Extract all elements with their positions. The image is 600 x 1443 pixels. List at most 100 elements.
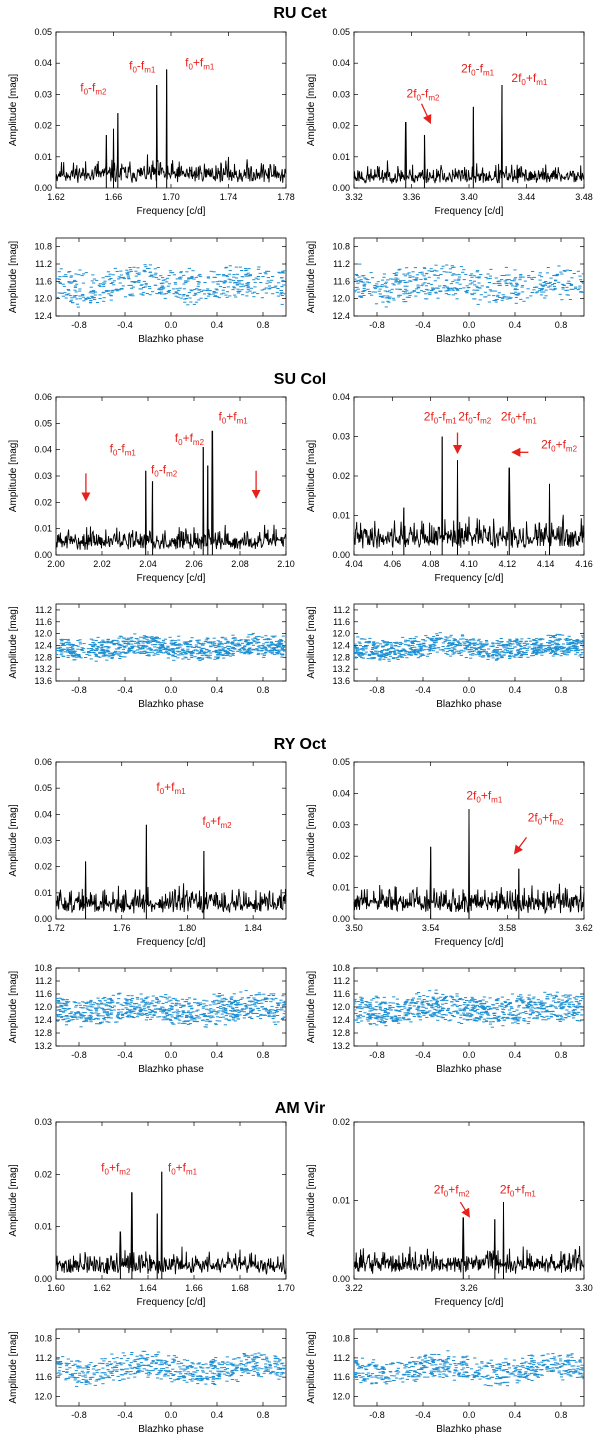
spectrum-panel-right: 4.04 4.06 4.08 4.10 4.12 4.14 4.16 0.00 0.01 0.02… <box>306 392 593 584</box>
y-axis-label: Amplitude [mag] <box>8 606 19 678</box>
ann-sub: 0 <box>154 469 159 478</box>
x-tick-label: 3.36 <box>403 192 421 202</box>
y-tick-label: 13.6 <box>34 676 52 686</box>
y-tick-label: 12.0 <box>332 629 350 639</box>
peak-annotation: f0+fm2 <box>175 431 205 447</box>
y-tick-label: 0.04 <box>34 58 52 68</box>
scatter-points <box>354 632 584 662</box>
peak-annotation: f0+fm1 <box>185 55 215 71</box>
y-tick-label: 12.4 <box>332 1015 350 1025</box>
y-tick-label: 12.8 <box>34 1028 52 1038</box>
y-tick-label: 0.01 <box>34 524 52 534</box>
spectrum-line <box>55 824 287 914</box>
ann-sub: m1 <box>203 62 215 71</box>
y-axis-label: Amplitude [mag] <box>306 440 317 512</box>
x-tick-label: 4.06 <box>384 559 402 569</box>
x-tick-label: 4.14 <box>537 559 555 569</box>
ann-op: +f <box>164 780 175 794</box>
y-tick-label: 11.2 <box>35 976 52 986</box>
ann-base: 2f <box>458 410 469 424</box>
ann-op: -f <box>88 80 96 94</box>
ann-sub: m1 <box>237 417 249 426</box>
x-tick-label: 2.08 <box>231 559 249 569</box>
x-tick-label: -0.4 <box>415 320 431 330</box>
y-tick-label: 0.02 <box>332 471 350 481</box>
y-tick-label: 0.04 <box>34 809 52 819</box>
ann-sub: 0 <box>468 417 473 426</box>
ann-op: -f <box>159 462 167 476</box>
peak-annotation: 2f0+fm1 <box>466 789 502 805</box>
ann-op: +f <box>556 437 567 451</box>
y-axis-label: Amplitude [mag] <box>8 74 19 146</box>
y-tick-label: 12.0 <box>34 629 52 639</box>
x-tick-label: 1.80 <box>179 923 197 933</box>
y-tick-label: 0.02 <box>34 121 52 131</box>
peak-annotation: 2f0+fm1 <box>501 410 537 426</box>
x-tick-label: 0.0 <box>463 685 476 695</box>
ann-op: +f <box>515 410 526 424</box>
x-tick-label: 2.02 <box>93 559 111 569</box>
scatter-points <box>354 263 584 308</box>
ann-sub: m1 <box>483 69 495 78</box>
y-tick-label: 10.8 <box>34 242 52 252</box>
y-tick-label: 11.6 <box>35 617 52 627</box>
ann-base: 2f <box>541 437 552 451</box>
annotation-arrow <box>513 836 528 855</box>
y-tick-label: 0.03 <box>34 836 52 846</box>
y-tick-label: 0.01 <box>34 152 52 162</box>
x-tick-label: 3.62 <box>575 923 593 933</box>
ann-base: 2f <box>466 789 477 803</box>
y-tick-label: 12.8 <box>332 1028 350 1038</box>
x-tick-label: -0.8 <box>71 1050 87 1060</box>
y-tick-label: 0.04 <box>332 392 350 402</box>
x-tick-label: -0.4 <box>117 1050 133 1060</box>
x-tick-label: 0.4 <box>509 320 522 330</box>
y-tick-label: 12.0 <box>34 1002 52 1012</box>
ann-base: f <box>156 780 160 794</box>
ann-sub: 0 <box>511 417 516 426</box>
x-tick-label: 0.8 <box>257 320 270 330</box>
peak-annotation: f0-fm2 <box>151 462 178 478</box>
spectrum-panel-left: 1.72 1.76 1.80 1.84 0.00 0.01 0.02 0.03 0.04 0.05… <box>8 757 287 948</box>
spectrum-line <box>353 84 585 184</box>
ann-base: f <box>185 55 189 69</box>
y-tick-label: 0.05 <box>332 27 350 37</box>
plot-frame <box>353 31 585 189</box>
plot-frame <box>55 237 287 317</box>
spectrum-line <box>353 436 585 549</box>
y-tick-label: 12.0 <box>332 1002 350 1012</box>
y-tick-label: 12.4 <box>34 640 52 650</box>
ann-sub: 0 <box>132 65 137 74</box>
y-tick-label: 0.00 <box>332 550 350 560</box>
x-tick-label: 3.58 <box>499 923 517 933</box>
y-tick-label: 0.03 <box>332 432 350 442</box>
ann-sub: m2 <box>566 444 578 453</box>
x-axis-label: Blazhko phase <box>436 334 502 345</box>
ann-sub: 0 <box>476 796 481 805</box>
ann-sub: 0 <box>188 62 193 71</box>
ann-sub: m1 <box>491 796 503 805</box>
y-tick-label: 0.01 <box>34 888 52 898</box>
ann-sub: 0 <box>206 821 211 830</box>
x-tick-label: -0.8 <box>369 685 385 695</box>
y-axis-label: Amplitude [mag] <box>306 606 317 678</box>
y-tick-label: 0.02 <box>332 851 350 861</box>
x-tick-label: 3.50 <box>345 923 363 933</box>
x-tick-label: 0.0 <box>463 320 476 330</box>
y-tick-label: 0.00 <box>34 183 52 193</box>
y-tick-label: 0.06 <box>34 757 52 767</box>
x-tick-label: 3.40 <box>460 192 478 202</box>
ann-sub: 0 <box>521 78 526 87</box>
phase-panel-left: -0.8 -0.4 0.0 0.4 0.8 10.8 11.2 11.6 12.0 12.4 Bla… <box>8 237 287 345</box>
x-tick-label: 2.06 <box>185 559 203 569</box>
y-tick-label: 0.05 <box>34 418 52 428</box>
scatter-points <box>56 264 286 308</box>
x-tick-label: 3.48 <box>575 192 593 202</box>
y-tick-label: 11.6 <box>333 989 350 999</box>
ann-base: f <box>110 441 114 455</box>
y-tick-label: 11.2 <box>35 259 52 269</box>
spectrum-line <box>55 430 287 551</box>
y-tick-label: 0.04 <box>332 58 350 68</box>
y-tick-label: 11.2 <box>333 259 350 269</box>
